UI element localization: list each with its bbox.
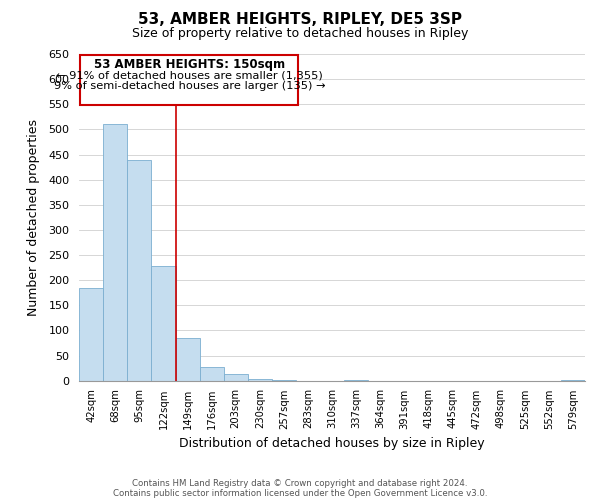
Bar	[224, 374, 248, 380]
Bar	[248, 378, 272, 380]
Bar	[103, 124, 127, 380]
X-axis label: Distribution of detached houses by size in Ripley: Distribution of detached houses by size …	[179, 437, 485, 450]
Text: 53, AMBER HEIGHTS, RIPLEY, DE5 3SP: 53, AMBER HEIGHTS, RIPLEY, DE5 3SP	[138, 12, 462, 28]
Bar	[79, 288, 103, 380]
Bar	[127, 160, 151, 380]
Bar	[176, 338, 200, 380]
Text: Contains HM Land Registry data © Crown copyright and database right 2024.: Contains HM Land Registry data © Crown c…	[132, 478, 468, 488]
Text: 9% of semi-detached houses are larger (135) →: 9% of semi-detached houses are larger (1…	[53, 80, 325, 90]
Text: 53 AMBER HEIGHTS: 150sqm: 53 AMBER HEIGHTS: 150sqm	[94, 58, 285, 71]
Y-axis label: Number of detached properties: Number of detached properties	[27, 119, 40, 316]
Text: Size of property relative to detached houses in Ripley: Size of property relative to detached ho…	[132, 28, 468, 40]
Bar	[151, 266, 176, 380]
Bar	[80, 55, 298, 106]
Text: Contains public sector information licensed under the Open Government Licence v3: Contains public sector information licen…	[113, 488, 487, 498]
Bar	[200, 366, 224, 380]
Text: ← 91% of detached houses are smaller (1,355): ← 91% of detached houses are smaller (1,…	[56, 70, 323, 80]
